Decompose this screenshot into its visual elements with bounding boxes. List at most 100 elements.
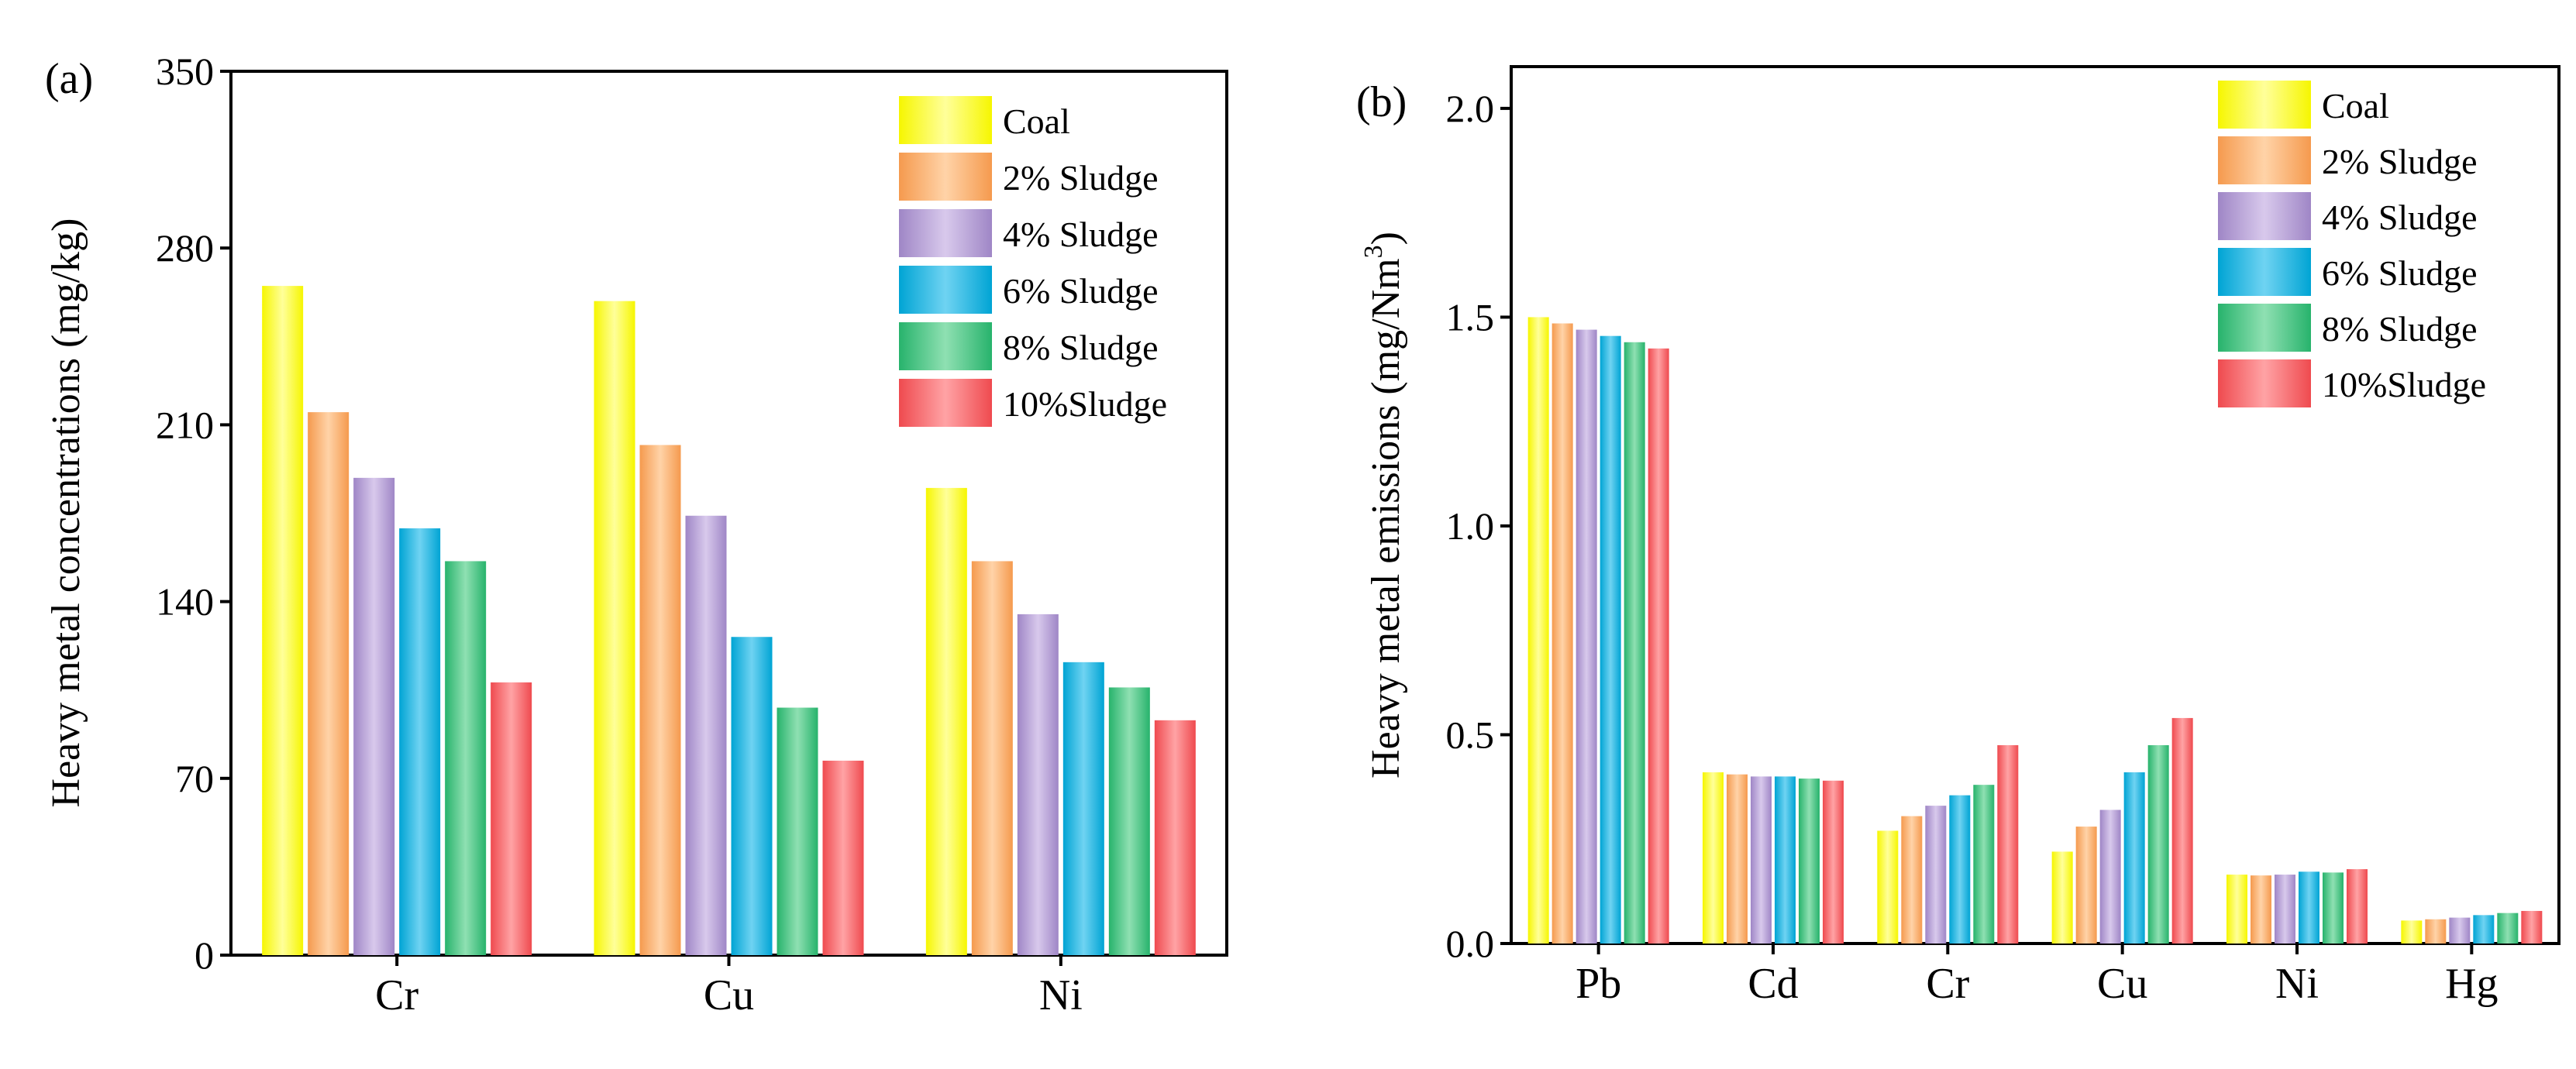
b-bar-cr-5	[1997, 744, 2019, 944]
a-x-tick-label-cu: Cu	[704, 971, 754, 1019]
b-x-tick-label-hg: Hg	[2445, 960, 2498, 1008]
a-bar-cu-3	[731, 637, 773, 955]
a-bar-ni-4	[1108, 687, 1150, 955]
b-bar-cr-1	[1901, 816, 1923, 944]
a-x-tick-label-ni: Ni	[1039, 971, 1083, 1019]
a-bar-cu-2	[685, 515, 727, 955]
b-bar-hg-0	[2401, 920, 2423, 944]
a-y-tick-label: 70	[175, 757, 214, 800]
chart-b-panel-label: (b)	[1356, 78, 1407, 126]
b-legend-label-4: 8% Sludge	[2322, 309, 2478, 349]
b-bar-cr-4	[1973, 785, 1995, 944]
b-x-tick-label-pb: Pb	[1576, 960, 1621, 1008]
b-legend-swatch-3	[2218, 248, 2311, 296]
chart-b-y-axis-label-main: Heavy metal emissions (mg/Nm	[1364, 258, 1408, 779]
b-bar-cu-0	[2051, 851, 2073, 944]
b-legend-swatch-2	[2218, 192, 2311, 240]
a-bar-cu-0	[594, 301, 635, 955]
chart-a-x-ticks: Cr Cu Ni	[375, 955, 1083, 1019]
b-bar-ni-5	[2347, 869, 2368, 944]
a-bar-ni-5	[1154, 720, 1196, 955]
b-y-tick-label: 2.0	[1446, 87, 1495, 130]
b-bar-cr-0	[1877, 830, 1899, 944]
a-legend-swatch-3	[899, 266, 992, 314]
b-legend-label-1: 2% Sludge	[2322, 142, 2478, 181]
a-bar-cr-1	[308, 412, 350, 955]
b-bar-hg-3	[2473, 915, 2495, 944]
a-bar-cr-2	[353, 477, 395, 955]
a-bar-cu-4	[777, 707, 818, 955]
a-legend-swatch-0	[899, 96, 992, 144]
a-y-tick-label: 280	[156, 226, 214, 270]
chart-b: (b) Heavy metal emissions (mg/Nm3) 0.0 0.…	[1356, 65, 2561, 1008]
a-bar-ni-2	[1017, 614, 1059, 955]
a-legend-label-0: Coal	[1003, 101, 1070, 141]
b-legend-swatch-1	[2218, 136, 2311, 184]
b-x-tick-label-cr: Cr	[1926, 960, 1969, 1008]
chart-b-y-ticks: 0.0 0.5 1.0 1.5 2.0	[1446, 87, 1511, 965]
b-bar-cr-3	[1949, 795, 1971, 944]
a-legend-label-3: 6% Sludge	[1003, 271, 1159, 311]
chart-b-x-ticks: Pb Cd Cr Cu Ni Hg	[1576, 944, 2499, 1008]
a-bar-cu-1	[639, 445, 681, 955]
a-legend-swatch-2	[899, 209, 992, 257]
b-bar-cu-5	[2171, 717, 2193, 944]
a-bar-cr-3	[399, 528, 441, 955]
b-bar-ni-2	[2275, 875, 2295, 944]
b-legend-swatch-5	[2218, 359, 2311, 407]
b-bar-ni-3	[2299, 871, 2319, 944]
b-bar-ni-0	[2226, 875, 2247, 944]
b-bar-cu-1	[2075, 827, 2097, 944]
a-y-tick-label: 140	[156, 580, 214, 624]
a-legend-label-4: 8% Sludge	[1003, 328, 1159, 367]
chart-b-frame	[1510, 65, 2561, 945]
b-bar-pb-5	[1648, 348, 1669, 944]
chart-a-bars	[262, 286, 1196, 956]
b-bar-cu-3	[2123, 772, 2145, 944]
a-bar-ni-1	[971, 561, 1013, 955]
chart-b-legend: Coal 2% Sludge 4% Sludge 6% Sludge 8% Sludge…	[2218, 81, 2486, 407]
b-bar-hg-1	[2425, 919, 2447, 944]
chart-a-legend: Coal 2% Sludge 4% Sludge 6% Sludge 8% Sludge…	[899, 96, 1167, 427]
b-x-tick-label-cu: Cu	[2097, 960, 2147, 1008]
b-legend-swatch-0	[2218, 81, 2311, 129]
chart-a: (a) Heavy metal concentrations (mg/kg) 0…	[44, 50, 1228, 1019]
b-legend-label-2: 4% Sludge	[2322, 198, 2478, 237]
a-bar-cr-0	[262, 286, 304, 956]
b-bar-pb-2	[1576, 329, 1597, 944]
a-legend-swatch-4	[899, 322, 992, 370]
b-bar-pb-4	[1624, 342, 1645, 944]
a-y-tick-label: 0	[195, 933, 214, 977]
b-x-tick-label-cd: Cd	[1748, 960, 1798, 1008]
b-bar-hg-5	[2521, 910, 2543, 944]
a-bar-cr-5	[491, 682, 532, 955]
a-x-tick-label-cr: Cr	[375, 971, 418, 1019]
chart-a-y-axis-label: Heavy metal concentrations (mg/kg)	[44, 218, 88, 808]
b-legend-label-3: 6% Sludge	[2322, 253, 2478, 293]
a-legend-swatch-5	[899, 379, 992, 427]
a-legend-swatch-1	[899, 153, 992, 201]
chart-b-y-axis-label: Heavy metal emissions (mg/Nm3)	[1359, 232, 1408, 779]
a-legend-label-2: 4% Sludge	[1003, 215, 1159, 254]
b-bar-hg-4	[2497, 913, 2519, 944]
chart-b-bars	[1527, 317, 2543, 944]
chart-b-y-axis-label-end: )	[1364, 232, 1408, 245]
a-bar-ni-0	[925, 487, 967, 955]
b-y-tick-label: 0.0	[1446, 922, 1495, 965]
b-y-tick-label: 0.5	[1446, 713, 1495, 756]
b-bar-cd-4	[1799, 779, 1820, 944]
b-legend-label-0: Coal	[2322, 86, 2389, 125]
a-bar-cr-4	[445, 561, 487, 955]
chart-a-y-ticks: 0 70 140 210 280 350	[156, 50, 231, 977]
b-legend-label-5: 10%Sludge	[2322, 365, 2486, 404]
chart-b-y-axis-label-sup: 3	[1359, 245, 1388, 258]
b-bar-cd-5	[1823, 780, 1844, 944]
b-bar-cd-1	[1727, 774, 1748, 944]
b-legend-swatch-4	[2218, 304, 2311, 352]
b-y-tick-label: 1.0	[1446, 504, 1495, 548]
a-legend-label-1: 2% Sludge	[1003, 158, 1159, 198]
b-bar-cd-0	[1703, 772, 1724, 944]
b-bar-cu-4	[2147, 744, 2169, 944]
b-bar-pb-1	[1551, 323, 1573, 944]
